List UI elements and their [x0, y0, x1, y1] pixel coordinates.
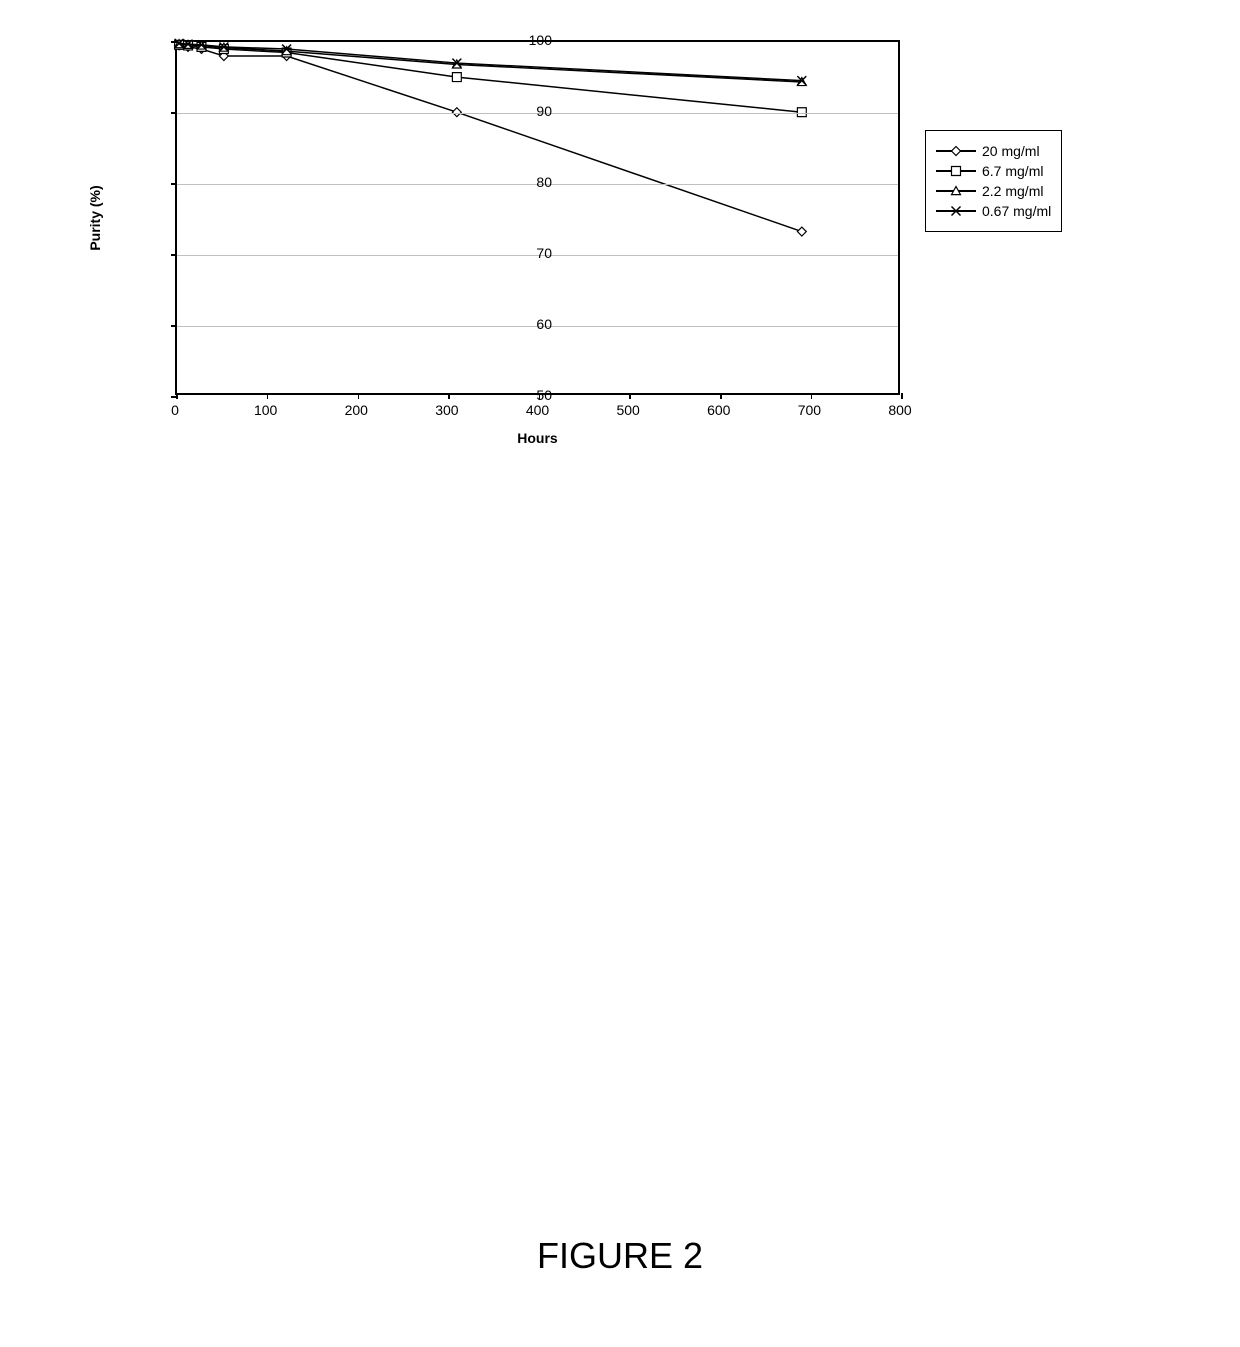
y-tick-label: 60: [512, 316, 552, 332]
x-tick: [811, 393, 813, 399]
x-tick: [358, 393, 360, 399]
x-tick: [267, 393, 269, 399]
x-tick-label: 300: [427, 402, 467, 418]
x-tick-label: 400: [518, 402, 558, 418]
legend-marker: [936, 204, 976, 218]
plot-area: [175, 40, 900, 395]
marker-diamond: [797, 227, 806, 236]
legend-label: 0.67 mg/ml: [982, 203, 1051, 219]
x-axis-title: Hours: [175, 430, 900, 446]
legend: 20 mg/ml 6.7 mg/ml 2.2 mg/ml 0.67 mg/ml: [925, 130, 1062, 232]
y-tick-label: 90: [512, 103, 552, 119]
marker-square: [452, 73, 461, 82]
legend-marker: [936, 144, 976, 158]
legend-marker: [936, 164, 976, 178]
y-tick-label: 70: [512, 245, 552, 261]
legend-item: 2.2 mg/ml: [936, 183, 1051, 199]
y-tick: [171, 183, 177, 185]
x-tick: [901, 393, 903, 399]
y-tick: [171, 325, 177, 327]
y-tick: [171, 112, 177, 114]
series-line: [179, 45, 802, 112]
x-tick: [720, 393, 722, 399]
legend-marker: [936, 184, 976, 198]
x-tick: [629, 393, 631, 399]
legend-item: 6.7 mg/ml: [936, 163, 1051, 179]
series-line: [179, 43, 802, 80]
x-tick-label: 700: [789, 402, 829, 418]
figure-caption: FIGURE 2: [0, 1235, 1240, 1277]
x-tick-label: 100: [246, 402, 286, 418]
x-tick: [448, 393, 450, 399]
legend-label: 6.7 mg/ml: [982, 163, 1043, 179]
x-tick-label: 200: [336, 402, 376, 418]
y-axis-title: Purity (%): [87, 185, 103, 250]
y-tick-label: 50: [512, 387, 552, 403]
x-tick-label: 600: [699, 402, 739, 418]
y-tick: [171, 41, 177, 43]
legend-item: 0.67 mg/ml: [936, 203, 1051, 219]
y-tick-label: 80: [512, 174, 552, 190]
x-tick: [176, 393, 178, 399]
y-tick: [171, 254, 177, 256]
x-tick-label: 0: [155, 402, 195, 418]
chart-svg: [177, 42, 898, 393]
x-tick-label: 500: [608, 402, 648, 418]
series-line: [179, 46, 802, 232]
legend-label: 20 mg/ml: [982, 143, 1040, 159]
legend-item: 20 mg/ml: [936, 143, 1051, 159]
x-tick-label: 800: [880, 402, 920, 418]
chart-container: Purity (%) Hours 20 mg/ml 6.7 mg/ml 2.2 mg…: [60, 30, 1180, 460]
y-tick-label: 100: [512, 32, 552, 48]
legend-label: 2.2 mg/ml: [982, 183, 1043, 199]
